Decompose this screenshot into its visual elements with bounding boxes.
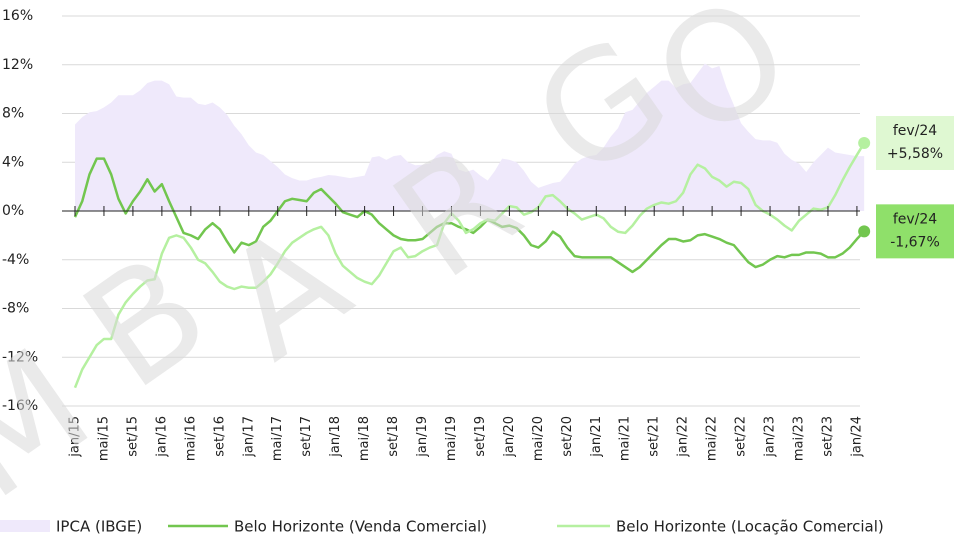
legend-swatch — [0, 520, 50, 532]
end-label-date: fev/24 — [893, 211, 937, 227]
y-tick-label: 0% — [2, 203, 24, 219]
x-tick-label: mai/18 — [357, 416, 372, 461]
y-tick-label: -12% — [2, 349, 38, 365]
x-tick-label: mai/22 — [705, 416, 720, 461]
x-tick-label: jan/18 — [328, 416, 343, 458]
y-tick-label: -8% — [2, 301, 29, 317]
y-tick-label: 8% — [2, 106, 24, 122]
x-tick-label: set/16 — [212, 416, 227, 457]
end-label-value: +5,58% — [887, 146, 943, 162]
end-label-box — [876, 204, 954, 259]
end-point — [858, 136, 871, 149]
x-tick-label: jan/19 — [415, 416, 430, 458]
end-point — [858, 225, 871, 238]
y-tick-label: -16% — [2, 398, 38, 414]
x-tick-label: jan/16 — [154, 416, 169, 458]
x-tick-label: mai/16 — [183, 416, 198, 461]
x-tick-label: set/18 — [386, 416, 401, 457]
x-tick-label: set/15 — [125, 416, 140, 457]
end-label: fev/24 -1,67% — [876, 204, 954, 259]
x-tick-label: mai/19 — [444, 416, 459, 461]
y-tick-label: 12% — [2, 57, 33, 73]
y-tick-label: 4% — [2, 154, 24, 170]
x-tick-label: mai/15 — [96, 416, 111, 461]
y-tick-label: 16% — [2, 8, 33, 24]
x-tick-label: jan/23 — [763, 416, 778, 458]
end-label-value: -1,67% — [890, 234, 940, 250]
x-tick-label: mai/17 — [270, 416, 285, 461]
x-tick-label: mai/20 — [531, 416, 546, 461]
x-tick-label: jan/15 — [68, 416, 83, 458]
x-tick-label: jan/20 — [502, 416, 517, 458]
legend-label: IPCA (IBGE) — [56, 518, 142, 536]
legend-label: Belo Horizonte (Venda Comercial) — [234, 518, 487, 536]
end-label-date: fev/24 — [893, 123, 937, 139]
end-label-box — [876, 115, 954, 170]
x-tick-label: mai/23 — [792, 416, 807, 461]
legend-label: Belo Horizonte (Locação Comercial) — [616, 518, 884, 536]
x-tick-label: set/19 — [473, 416, 488, 457]
area — [75, 63, 865, 211]
x-tick-label: set/17 — [299, 416, 314, 457]
x-tick-label: set/22 — [734, 416, 749, 457]
end-label: fev/24 +5,58% — [876, 115, 954, 170]
y-tick-label: -4% — [2, 252, 29, 268]
x-tick-label: jan/22 — [676, 416, 691, 458]
x-tick-label: jan/21 — [589, 416, 604, 458]
x-tick-label: set/23 — [820, 416, 835, 457]
x-tick-label: set/20 — [560, 416, 575, 457]
line — [73, 142, 866, 389]
x-tick-label: set/21 — [647, 416, 662, 457]
x-tick-label: jan/24 — [849, 416, 864, 458]
x-tick-label: jan/17 — [241, 416, 256, 458]
x-tick-label: mai/21 — [618, 416, 633, 461]
